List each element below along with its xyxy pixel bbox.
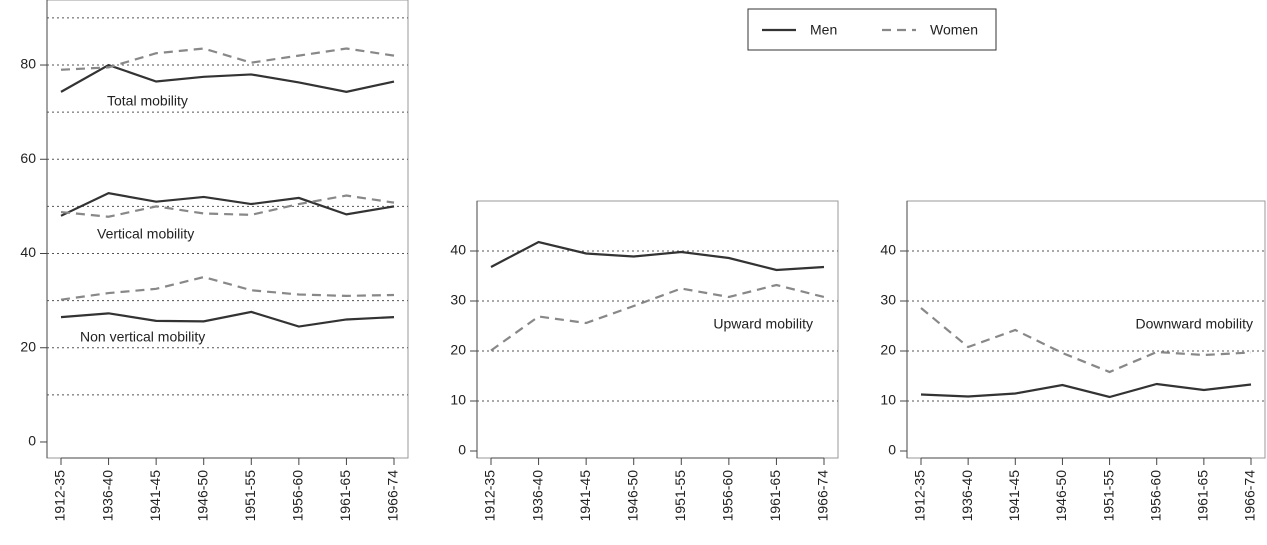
annotation: Total mobility: [107, 93, 188, 109]
y-tick-label: 0: [28, 433, 36, 449]
x-tick-label: 1951-55: [1100, 470, 1116, 522]
x-tick-label: 1946-50: [194, 470, 210, 522]
series-line: [490, 283, 825, 352]
x-tick-label: 1956-60: [290, 470, 306, 522]
y-tick-label: 0: [458, 442, 466, 458]
x-tick-label: 1961-65: [1195, 470, 1211, 522]
x-tick-label: 1956-60: [1147, 470, 1163, 522]
x-tick-label: 1961-65: [767, 470, 783, 522]
annotation: Downward mobility: [1136, 316, 1253, 332]
x-tick-label: 1936-40: [99, 470, 115, 522]
x-tick-label: 1941-45: [577, 470, 593, 522]
series-line: [60, 275, 395, 301]
x-tick-label: 1912-35: [912, 470, 928, 522]
x-tick-label: 1941-45: [1006, 470, 1022, 522]
y-tick-label: 0: [888, 442, 896, 458]
y-tick-label: 10: [880, 392, 896, 408]
y-tick-label: 40: [880, 242, 896, 258]
y-tick-label: 40: [450, 242, 466, 258]
y-tick-label: 20: [20, 338, 36, 354]
y-tick-label: 20: [880, 342, 896, 358]
legend-label: Men: [810, 22, 837, 38]
x-tick-label: 1946-50: [1053, 470, 1069, 522]
x-tick-label: 1951-55: [672, 470, 688, 522]
annotation: Non vertical mobility: [80, 329, 205, 345]
x-tick-label: 1956-60: [720, 470, 736, 522]
x-tick-label: 1951-55: [242, 470, 258, 522]
x-tick-label: 1961-65: [337, 470, 353, 522]
series-line: [920, 307, 1252, 374]
y-tick-label: 80: [20, 56, 36, 72]
y-tick-label: 10: [450, 392, 466, 408]
series-line: [490, 240, 825, 272]
y-tick-label: 20: [450, 342, 466, 358]
series-line: [60, 63, 395, 94]
x-tick-label: 1912-35: [482, 470, 498, 522]
x-tick-label: 1966-74: [1242, 470, 1258, 522]
series-line: [920, 382, 1252, 399]
y-tick-label: 40: [20, 244, 36, 260]
x-tick-label: 1936-40: [959, 470, 975, 522]
x-tick-label: 1936-40: [529, 470, 545, 522]
x-tick-label: 1966-74: [385, 470, 401, 522]
legend-label: Women: [930, 22, 978, 38]
x-tick-label: 1966-74: [815, 470, 831, 522]
x-tick-label: 1941-45: [147, 470, 163, 522]
x-tick-label: 1946-50: [624, 470, 640, 522]
x-tick-label: 1912-35: [52, 470, 68, 522]
annotation: Vertical mobility: [97, 226, 194, 242]
annotation: Upward mobility: [713, 316, 813, 332]
legend: Men Women: [747, 8, 997, 51]
y-tick-label: 30: [880, 292, 896, 308]
y-tick-label: 60: [20, 150, 36, 166]
series-line: [60, 192, 395, 217]
y-tick-label: 30: [450, 292, 466, 308]
series-line: [60, 47, 395, 71]
series-line: [60, 310, 395, 328]
series-line: [60, 194, 395, 218]
